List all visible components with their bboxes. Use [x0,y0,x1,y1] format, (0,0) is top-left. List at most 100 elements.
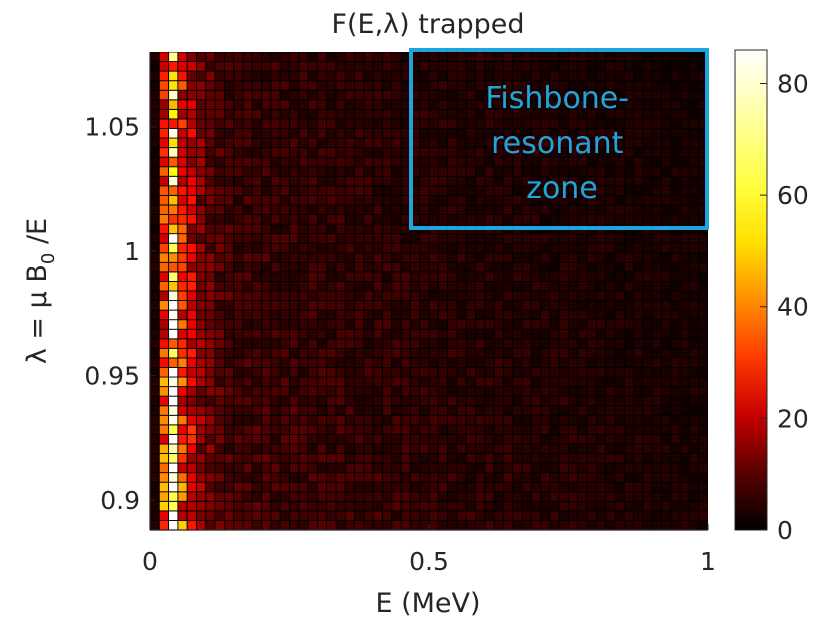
heatmap-cell [688,280,700,292]
heatmap-cell [670,500,681,512]
heatmap-cell [261,319,272,330]
heatmap-cell [307,99,318,110]
heatmap-cell [400,491,411,502]
heatmap-cell [354,137,365,149]
heatmap-cell [307,376,318,388]
heatmap-cell [223,414,235,426]
heatmap-cell [382,319,393,330]
heatmap-cell [242,510,253,521]
heatmap-cell [382,61,393,72]
heatmap-cell [642,347,653,359]
heatmap-cell [651,510,662,521]
heatmap-cell [289,453,300,464]
heatmap-cell [670,328,681,340]
heatmap-cell [363,156,374,168]
heatmap-cell [475,89,486,101]
heatmap-cell [168,194,179,206]
heatmap-cell [595,414,607,426]
heatmap-cell [595,491,607,502]
heatmap-cell [698,500,708,512]
heatmap-cell [661,214,672,225]
heatmap-cell [344,175,356,187]
heatmap-cell [456,70,467,82]
heatmap-cell [633,386,644,397]
heatmap-cell [205,70,216,82]
heatmap-cell [279,261,290,273]
heatmap-cell [307,194,318,206]
heatmap-cell [670,319,681,330]
heatmap-cell [233,453,244,464]
heatmap-cell [363,261,374,273]
heatmap-cell [400,233,411,244]
heatmap-cell [521,300,532,311]
heatmap-cell [670,108,681,120]
heatmap-cell [214,328,225,340]
heatmap-cell [372,118,383,129]
heatmap-cell [168,424,179,435]
heatmap-cell [456,214,467,225]
heatmap-cell [354,347,365,359]
heatmap-cell [363,395,374,407]
heatmap-cell [549,252,560,263]
heatmap-cell [530,462,542,474]
heatmap-cell [530,280,542,292]
y-tick-label: 1 [124,237,140,266]
heatmap-cell [289,214,300,225]
heatmap-cell [409,338,421,349]
heatmap-cell [354,424,365,435]
heatmap-cell [177,424,188,435]
heatmap-cell [270,52,281,63]
heatmap-cell [382,424,393,435]
heatmap-cell [475,500,486,512]
heatmap-cell [568,386,579,397]
heatmap-cell [688,481,700,493]
heatmap-cell [661,386,672,397]
heatmap-cell [447,204,458,215]
heatmap-cell [512,519,523,530]
heatmap-cell [344,118,356,129]
heatmap-cell [456,108,467,120]
heatmap-cell [633,338,644,349]
heatmap-cell [316,108,328,120]
heatmap-cell [298,491,309,502]
heatmap-cell [316,214,328,225]
heatmap-cell [605,70,616,82]
heatmap-cell [233,185,244,196]
heatmap-cell [679,481,690,493]
heatmap-cell [651,309,662,321]
heatmap-cell [307,453,318,464]
heatmap-cell [493,166,504,177]
heatmap-cell [251,128,263,139]
heatmap-cell [605,481,616,493]
heatmap-cell [595,386,607,397]
heatmap-cell [307,347,318,359]
heatmap-cell [642,185,653,196]
heatmap-cell [354,309,365,321]
heatmap-cell [289,233,300,244]
heatmap-cell [316,223,328,235]
heatmap-cell [623,271,635,282]
heatmap-cell [363,290,374,302]
heatmap-cell [233,462,244,474]
heatmap-cell [623,386,635,397]
heatmap-cell [298,52,309,63]
heatmap-cell [205,443,216,454]
heatmap-cell [484,242,495,254]
heatmap-cell [549,242,560,254]
heatmap-cell [651,357,662,368]
heatmap-cell [382,252,393,263]
heatmap-cell [326,367,337,378]
heatmap-cell [605,462,616,474]
heatmap-cell [186,290,197,302]
heatmap-cell [651,405,662,416]
heatmap-cell [298,128,309,139]
heatmap-cell [316,147,328,158]
heatmap-cell [651,70,662,82]
heatmap-cell [661,290,672,302]
heatmap-cell [279,89,290,101]
heatmap-cell [456,175,467,187]
heatmap-cell [363,367,374,378]
heatmap-cell [623,414,635,426]
heatmap-cell [428,61,439,72]
heatmap-cell [661,309,672,321]
